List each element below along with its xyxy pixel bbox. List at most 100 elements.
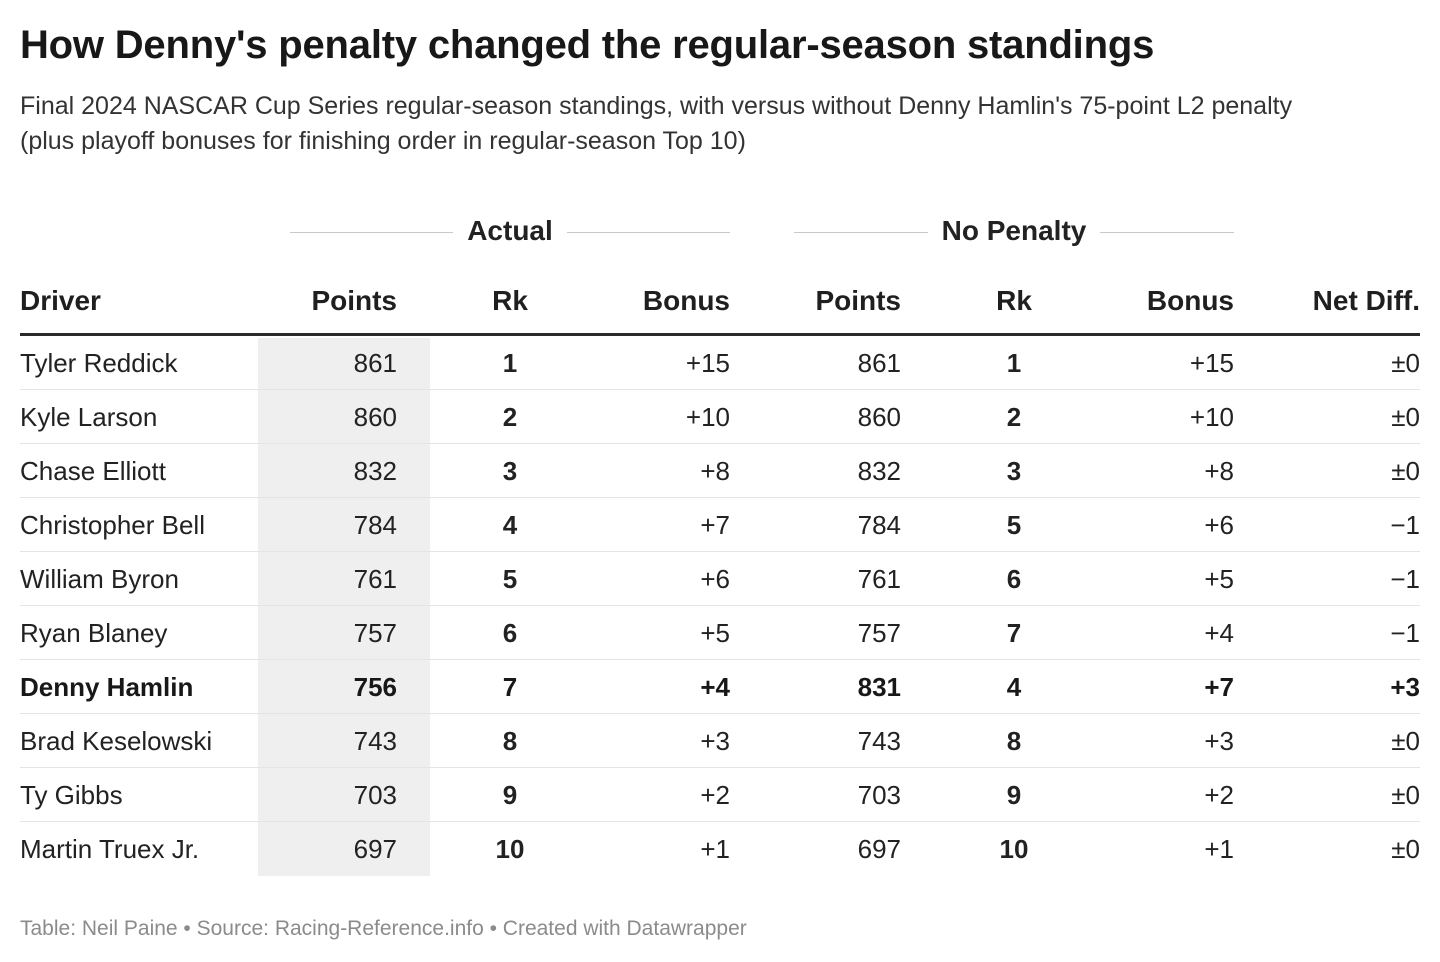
column-header-actual-points[interactable]: Points — [311, 285, 397, 316]
actual-bonus-cell: +6 — [700, 564, 730, 594]
actual-rank-cell: 4 — [502, 510, 518, 540]
np-points-cell: 743 — [857, 726, 901, 756]
column-header-np-bonus[interactable]: Bonus — [1146, 285, 1234, 316]
column-header-actual-rk[interactable]: Rk — [492, 285, 528, 316]
actual-points-cell: 743 — [353, 726, 397, 756]
chart-subtitle: Final 2024 NASCAR Cup Series regular-sea… — [20, 92, 1293, 155]
actual-points-cell: 861 — [353, 348, 397, 378]
np-bonus-cell: +10 — [1189, 402, 1234, 432]
np-rank-cell: 1 — [1006, 348, 1022, 378]
actual-rank-cell: 10 — [495, 834, 525, 864]
table-row: Christopher Bell 784 4 +7 784 5 +6 −1 — [20, 498, 1420, 552]
actual-points-column-shade — [258, 338, 430, 876]
np-rank-cell: 3 — [1006, 456, 1022, 486]
driver-cell: Brad Keselowski — [20, 726, 213, 756]
header-divider — [20, 333, 1420, 336]
actual-points-cell: 703 — [353, 780, 397, 810]
actual-points-cell: 784 — [353, 510, 397, 540]
table-row: Chase Elliott 832 3 +8 832 3 +8 ±0 — [20, 444, 1420, 498]
net-diff-cell: −1 — [1390, 618, 1420, 648]
actual-points-cell: 832 — [353, 456, 397, 486]
driver-cell: Christopher Bell — [20, 510, 205, 540]
table-row: Kyle Larson 860 2 +10 860 2 +10 ±0 — [20, 390, 1420, 444]
np-rank-cell: 2 — [1006, 402, 1022, 432]
np-bonus-cell: +6 — [1204, 510, 1234, 540]
np-points-cell: 761 — [857, 564, 901, 594]
np-bonus-cell: +8 — [1204, 456, 1234, 486]
np-rank-cell: 8 — [1006, 726, 1022, 756]
actual-rank-cell: 5 — [502, 564, 518, 594]
np-bonus-cell: +15 — [1189, 348, 1234, 378]
actual-rank-cell: 2 — [502, 402, 518, 432]
actual-bonus-cell: +8 — [700, 456, 730, 486]
table-row: Ty Gibbs 703 9 +2 703 9 +2 ±0 — [20, 768, 1420, 822]
net-diff-cell: −1 — [1390, 510, 1420, 540]
column-header-np-points[interactable]: Points — [815, 285, 901, 316]
table-row: Denny Hamlin 756 7 +4 831 4 +7 +3 — [20, 660, 1420, 714]
net-diff-cell: ±0 — [1391, 834, 1420, 864]
np-points-cell: 703 — [857, 780, 901, 810]
np-rank-cell: 10 — [999, 834, 1029, 864]
np-bonus-cell: +3 — [1204, 726, 1234, 756]
actual-points-cell: 761 — [353, 564, 397, 594]
np-points-cell: 784 — [857, 510, 901, 540]
np-points-cell: 757 — [857, 618, 901, 648]
net-diff-cell: −1 — [1390, 564, 1420, 594]
column-group-label: No Penalty — [927, 215, 1101, 246]
actual-rank-cell: 3 — [502, 456, 518, 486]
table-row: Brad Keselowski 743 8 +3 743 8 +3 ±0 — [20, 714, 1420, 768]
actual-bonus-cell: +15 — [685, 348, 730, 378]
net-diff-cell: ±0 — [1391, 348, 1420, 378]
actual-points-cell: 860 — [353, 402, 397, 432]
actual-rank-cell: 6 — [502, 618, 518, 648]
column-header-driver[interactable]: Driver — [20, 285, 101, 316]
np-rank-cell: 9 — [1006, 780, 1022, 810]
table-header-row: Driver Points Rk Bonus Points Rk Bonus N… — [20, 272, 1420, 332]
actual-rank-cell: 8 — [502, 726, 518, 756]
table-row: Ryan Blaney 757 6 +5 757 7 +4 −1 — [20, 606, 1420, 660]
net-diff-cell: ±0 — [1391, 780, 1420, 810]
actual-rank-cell: 1 — [502, 348, 518, 378]
driver-cell: Tyler Reddick — [20, 348, 178, 378]
actual-bonus-cell: +3 — [700, 726, 730, 756]
np-points-cell: 831 — [857, 672, 901, 702]
actual-bonus-cell: +10 — [685, 402, 730, 432]
actual-points-cell: 757 — [353, 618, 397, 648]
np-points-cell: 832 — [857, 456, 901, 486]
actual-rank-cell: 9 — [502, 780, 518, 810]
actual-points-cell: 756 — [353, 672, 397, 702]
net-diff-cell: ±0 — [1391, 726, 1420, 756]
actual-bonus-cell: +4 — [700, 672, 730, 702]
actual-bonus-cell: +2 — [700, 780, 730, 810]
driver-cell: Kyle Larson — [20, 402, 158, 432]
chart-title: How Denny's penalty changed the regular-… — [20, 23, 1155, 67]
standings-table: Actual No Penalty Driver Points Rk Bonus… — [20, 200, 1420, 880]
np-bonus-cell: +7 — [1204, 672, 1234, 702]
np-bonus-cell: +1 — [1204, 834, 1234, 864]
np-points-cell: 861 — [857, 348, 901, 378]
actual-bonus-cell: +5 — [700, 618, 730, 648]
column-group-label: Actual — [453, 215, 567, 246]
table-row: Martin Truex Jr. 697 10 +1 697 10 +1 ±0 — [20, 822, 1420, 876]
np-rank-cell: 6 — [1006, 564, 1022, 594]
driver-cell: Denny Hamlin — [20, 672, 194, 702]
column-header-np-rk[interactable]: Rk — [996, 285, 1032, 316]
actual-rank-cell: 7 — [502, 672, 518, 702]
table-row: Tyler Reddick 861 1 +15 861 1 +15 ±0 — [20, 336, 1420, 390]
net-diff-cell: ±0 — [1391, 402, 1420, 432]
np-points-cell: 860 — [857, 402, 901, 432]
driver-cell: Ty Gibbs — [20, 780, 123, 810]
table-row: William Byron 761 5 +6 761 6 +5 −1 — [20, 552, 1420, 606]
source-credit: Table: Neil Paine • Source: Racing-Refer… — [20, 917, 747, 940]
np-bonus-cell: +5 — [1204, 564, 1234, 594]
driver-cell: Ryan Blaney — [20, 618, 168, 648]
column-header-net-diff[interactable]: Net Diff. — [1312, 285, 1420, 316]
actual-bonus-cell: +7 — [700, 510, 730, 540]
column-header-actual-bonus[interactable]: Bonus — [642, 285, 730, 316]
column-group-actual: Actual — [290, 200, 730, 264]
np-rank-cell: 4 — [1006, 672, 1022, 702]
actual-bonus-cell: +1 — [700, 834, 730, 864]
driver-cell: Chase Elliott — [20, 456, 166, 486]
driver-cell: William Byron — [20, 564, 179, 594]
driver-cell: Martin Truex Jr. — [20, 834, 200, 864]
